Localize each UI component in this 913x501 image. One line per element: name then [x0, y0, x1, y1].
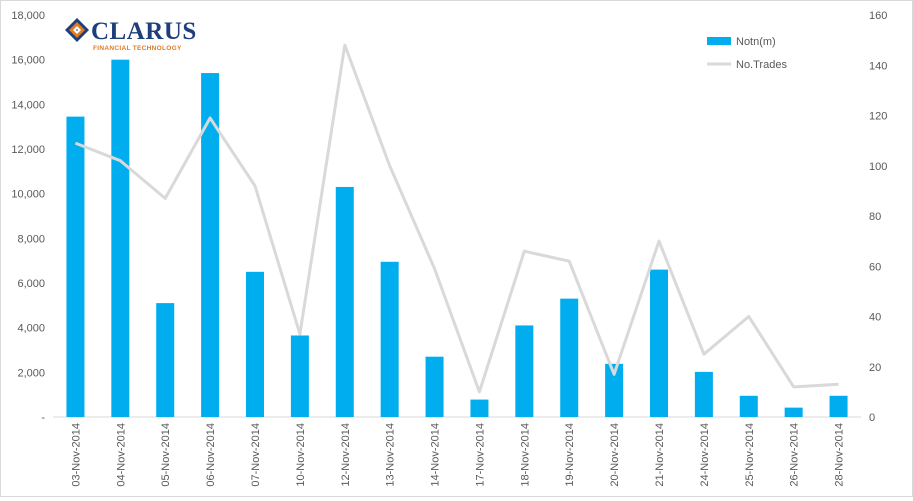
- bar-notional-03-Nov-2014: [66, 116, 85, 417]
- left-axis-tick-label: 6,000: [17, 278, 45, 290]
- left-axis-tick-label: -: [41, 412, 45, 424]
- left-axis-tick-label: 14,000: [11, 99, 45, 111]
- bar-notional-20-Nov-2014: [605, 363, 624, 417]
- bar-notional-10-Nov-2014: [290, 335, 309, 417]
- legend-label-trades: No.Trades: [736, 59, 787, 71]
- x-axis-tick-label: 18-Nov-2014: [519, 423, 531, 487]
- bar-notional-17-Nov-2014: [470, 399, 489, 417]
- right-axis-tick-label: 160: [869, 10, 887, 22]
- x-axis-tick-label: 24-Nov-2014: [699, 423, 711, 487]
- bar-notional-12-Nov-2014: [335, 186, 354, 417]
- right-axis-tick-label: 20: [869, 362, 881, 374]
- bar-notional-28-Nov-2014: [829, 395, 848, 417]
- bar-notional-04-Nov-2014: [111, 59, 130, 418]
- right-axis-tick-label: 0: [869, 412, 875, 424]
- left-axis-tick-label: 10,000: [11, 189, 45, 201]
- x-axis-tick-label: 12-Nov-2014: [340, 423, 352, 487]
- bar-notional-14-Nov-2014: [425, 356, 444, 417]
- clarus-logo: CLARUS FINANCIAL TECHNOLOGY: [65, 18, 197, 52]
- bar-notional-18-Nov-2014: [515, 325, 534, 417]
- left-axis-tick-label: 8,000: [17, 233, 45, 245]
- left-axis-tick-label: 16,000: [11, 55, 45, 67]
- x-axis-tick-label: 04-Nov-2014: [115, 423, 127, 487]
- x-axis-tick-label: 28-Nov-2014: [834, 423, 846, 487]
- x-axis-labels: 03-Nov-2014 04-Nov-2014 05-Nov-2014 06-Nov-…: [70, 423, 845, 487]
- bar-notional-05-Nov-2014: [156, 303, 175, 417]
- left-axis-tick-label: 4,000: [17, 323, 45, 335]
- x-axis-tick-label: 14-Nov-2014: [430, 423, 442, 487]
- x-axis-tick-label: 05-Nov-2014: [160, 423, 172, 487]
- x-axis-tick-label: 10-Nov-2014: [295, 423, 307, 487]
- x-axis-tick-label: 07-Nov-2014: [250, 423, 262, 487]
- logo-emblem-icon: [65, 18, 89, 42]
- left-axis-tick-label: 18,000: [11, 10, 45, 22]
- bar-notional-19-Nov-2014: [560, 298, 579, 417]
- x-axis-tick-label: 19-Nov-2014: [564, 423, 576, 487]
- right-axis-tick-label: 100: [869, 161, 887, 173]
- bar-notional-13-Nov-2014: [380, 261, 399, 417]
- trades-line: [74, 43, 839, 394]
- legend-label-notional: Notn(m): [736, 36, 776, 48]
- x-axis-tick-label: 17-Nov-2014: [474, 423, 486, 487]
- right-axis-tick-label: 140: [869, 60, 887, 72]
- right-axis-tick-label: 60: [869, 261, 881, 273]
- bar-notional-21-Nov-2014: [650, 269, 668, 417]
- right-axis: 0 20 40 60 80 100 120 140 160: [869, 10, 887, 424]
- right-axis-tick-label: 40: [869, 312, 881, 324]
- x-axis-tick-label: 03-Nov-2014: [70, 423, 82, 487]
- bar-notional-07-Nov-2014: [246, 271, 264, 417]
- bar-notional-25-Nov-2014: [739, 395, 758, 417]
- left-axis-tick-label: 12,000: [11, 144, 45, 156]
- logo-name: CLARUS: [91, 18, 197, 45]
- bar-notional-06-Nov-2014: [201, 73, 220, 418]
- right-axis-tick-label: 120: [869, 111, 887, 123]
- x-axis-tick-label: 13-Nov-2014: [385, 423, 397, 487]
- x-axis-tick-label: 26-Nov-2014: [789, 423, 801, 487]
- x-axis-tick-label: 20-Nov-2014: [609, 423, 621, 487]
- logo-tagline: FINANCIAL TECHNOLOGY: [93, 45, 182, 52]
- x-axis-tick-label: 06-Nov-2014: [205, 423, 217, 487]
- right-axis-tick-label: 80: [869, 211, 881, 223]
- legend-swatch-notional: [707, 37, 731, 45]
- x-axis-tick-label: 21-Nov-2014: [654, 423, 666, 487]
- bar-series: [66, 59, 848, 418]
- bar-notional-24-Nov-2014: [694, 371, 713, 417]
- left-axis: - 2,000 4,000 6,000 8,000 10,000 12,000 14,000 1…: [11, 10, 45, 424]
- x-axis-tick-label: 25-Nov-2014: [744, 423, 756, 487]
- left-axis-tick-label: 2,000: [17, 367, 45, 379]
- legend: Notn(m) No.Trades: [707, 36, 787, 71]
- bar-notional-26-Nov-2014: [784, 407, 803, 417]
